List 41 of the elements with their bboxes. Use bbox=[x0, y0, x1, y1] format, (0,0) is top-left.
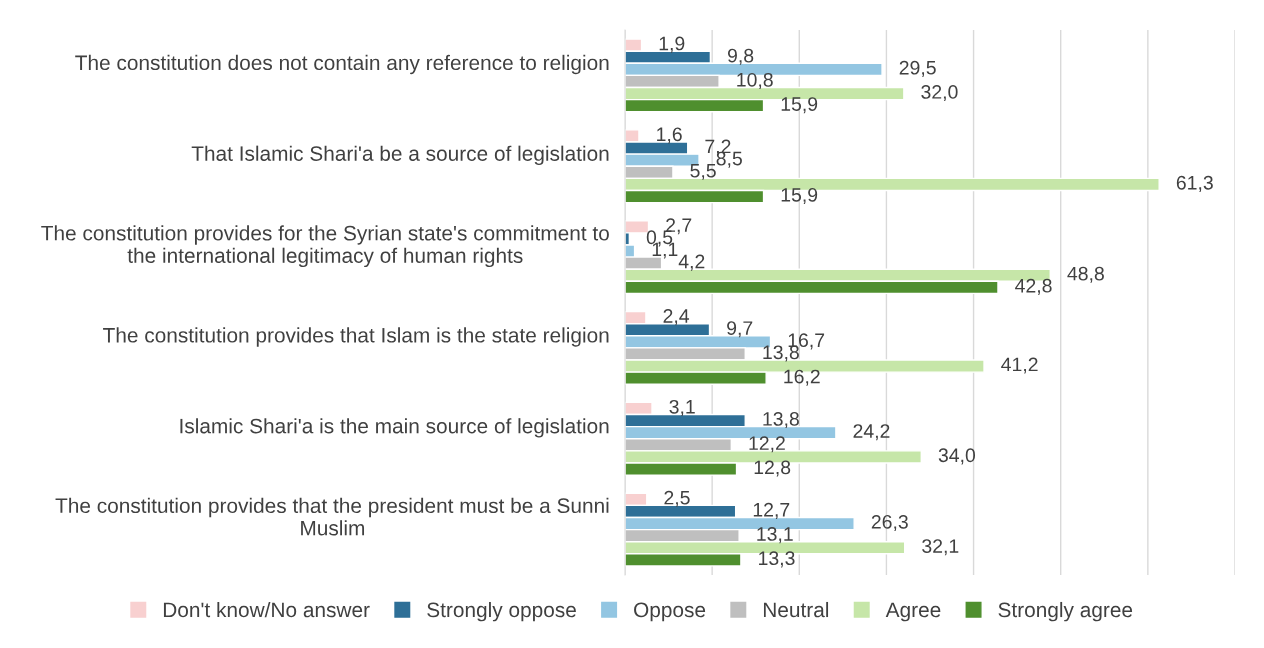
legend-label: Oppose bbox=[634, 602, 706, 622]
legend-label: Agree bbox=[885, 602, 941, 622]
data-label: 13,3 bbox=[759, 551, 795, 568]
data-label: 9,7 bbox=[727, 321, 753, 338]
data-label: 61,3 bbox=[1176, 175, 1213, 192]
data-label: 32,0 bbox=[921, 85, 958, 102]
data-label: 26,3 bbox=[871, 514, 908, 532]
data-label: 2,5 bbox=[664, 490, 690, 507]
data-label: 24,2 bbox=[853, 424, 890, 441]
data-label: 41,2 bbox=[1001, 357, 1038, 374]
data-label: 42,8 bbox=[1015, 278, 1052, 295]
data-label: 32,1 bbox=[922, 539, 959, 556]
data-label: 12,2 bbox=[749, 436, 785, 453]
data-label: 1,9 bbox=[659, 36, 685, 53]
legend-label: Strongly oppose bbox=[427, 601, 576, 622]
data-label: 3,1 bbox=[669, 399, 695, 416]
y-tick-label: That Islamic Shari'a be a source of legislation bbox=[191, 145, 609, 166]
data-label: 5,5 bbox=[690, 163, 716, 180]
data-label: 10,8 bbox=[737, 72, 773, 89]
data-label: 29,5 bbox=[899, 60, 936, 77]
y-tick-label: The constitution provides that the president must be a Sunni Muslim bbox=[55, 497, 609, 536]
y-tick-label: The constitution does not contain any reference to religion bbox=[75, 54, 609, 75]
data-label: 13,1 bbox=[757, 527, 793, 544]
data-label: 16,2 bbox=[784, 369, 820, 386]
legend-label: Don't know/No answer bbox=[163, 601, 370, 618]
data-label: 15,9 bbox=[781, 97, 818, 114]
data-label: 2,4 bbox=[663, 309, 690, 326]
y-tick-label: Islamic Shari'a is the main source of legislation bbox=[180, 418, 609, 438]
data-label: 4,2 bbox=[678, 254, 705, 271]
data-label: 12,7 bbox=[753, 502, 790, 519]
legend-label: Strongly agree bbox=[998, 601, 1133, 622]
legend-label: Neutral bbox=[763, 601, 829, 618]
y-tick-label: The constitution provides for the Syrian state's commitment to the international legitimacy of human rights bbox=[41, 225, 609, 268]
data-label: 9,8 bbox=[727, 48, 754, 65]
data-label: 15,9 bbox=[781, 187, 818, 205]
data-label: 13,8 bbox=[763, 412, 799, 429]
data-label: 34,0 bbox=[938, 448, 976, 465]
data-label: 48,8 bbox=[1067, 266, 1104, 283]
data-label: 1,6 bbox=[657, 127, 682, 144]
y-tick-label: The constitution provides that Islam is the state religion bbox=[103, 327, 609, 347]
data-label: 12,8 bbox=[754, 460, 791, 477]
